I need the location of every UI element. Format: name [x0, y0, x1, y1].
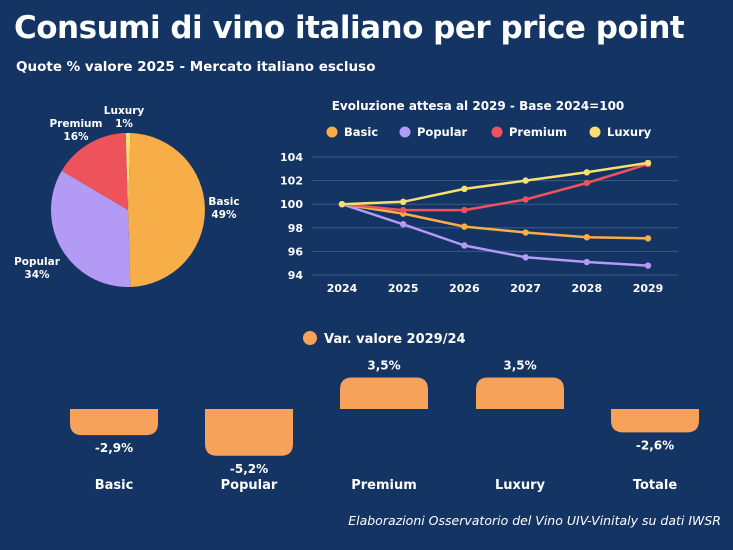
point-luxury-2029	[644, 159, 652, 167]
x-tick-2027: 2027	[510, 282, 541, 295]
legend-dot-luxury	[589, 126, 601, 138]
bar-value-basic: -2,9%	[95, 441, 133, 455]
bar-totale	[611, 409, 699, 433]
point-basic-2027	[522, 229, 529, 236]
pie-value-luxury: 1%	[115, 118, 133, 130]
point-popular-2026	[461, 242, 468, 249]
y-tick-94: 94	[288, 269, 304, 282]
point-basic-2028	[583, 234, 590, 241]
x-tick-2028: 2028	[571, 282, 602, 295]
bar-category-premium: Premium	[351, 478, 417, 493]
bar-premium	[340, 377, 428, 409]
pie-value-popular: 34%	[24, 269, 50, 281]
line-chart: Evoluzione attesa al 2029 - Base 2024=10…	[280, 99, 678, 295]
pie-label-luxury: Luxury	[104, 105, 145, 117]
bar-basic	[70, 409, 158, 436]
y-tick-102: 102	[280, 175, 303, 188]
source-note: Elaborazioni Osservatorio del Vino UIV-V…	[348, 513, 721, 528]
bar-value-luxury: 3,5%	[503, 359, 536, 373]
y-tick-104: 104	[280, 151, 303, 164]
point-basic-2029	[644, 235, 652, 242]
series-line-luxury	[341, 161, 649, 206]
y-tick-100: 100	[280, 198, 303, 211]
subtitle: Quote % valore 2025 - Mercato italiano e…	[16, 59, 376, 75]
point-luxury-2024	[338, 201, 346, 208]
bar-value-totale: -2,6%	[636, 438, 674, 452]
pie-slice-premium	[61, 133, 128, 210]
pie-slice-luxury	[125, 133, 131, 210]
point-luxury-2026	[461, 185, 468, 193]
bar-category-luxury: Luxury	[495, 478, 546, 493]
bar-value-premium: 3,5%	[367, 359, 400, 373]
x-tick-2025: 2025	[388, 282, 419, 295]
main-title: Consumi di vino italiano per price point	[14, 10, 685, 46]
point-premium-2026	[461, 206, 468, 214]
series-line-popular	[341, 203, 649, 267]
point-popular-2025	[400, 221, 407, 228]
point-basic-2026	[461, 223, 468, 230]
legend-dot-basic	[326, 126, 338, 138]
bar-popular	[205, 409, 293, 456]
pie-slice-popular	[50, 170, 131, 287]
point-popular-2029	[644, 262, 652, 269]
bar-legend-dot	[303, 331, 317, 345]
bar-category-totale: Totale	[633, 478, 678, 493]
pie-slice-basic	[128, 133, 205, 287]
pie-value-basic: 49%	[211, 209, 237, 221]
pie-label-basic: Basic	[208, 196, 239, 208]
point-premium-2025	[400, 206, 407, 214]
bar-value-popular: -5,2%	[230, 462, 268, 476]
series-line-basic	[341, 202, 649, 240]
legend-label-basic: Basic	[344, 125, 378, 139]
series-line-premium	[341, 162, 649, 212]
point-luxury-2025	[400, 198, 407, 206]
y-tick-96: 96	[288, 245, 304, 258]
bar-legend-label: Var. valore 2029/24	[324, 332, 466, 347]
legend-label-popular: Popular	[417, 125, 467, 139]
point-luxury-2027	[522, 177, 529, 184]
x-tick-2024: 2024	[327, 282, 358, 295]
pie-value-premium: 16%	[63, 131, 89, 143]
line-chart-title: Evoluzione attesa al 2029 - Base 2024=10…	[332, 99, 625, 113]
bar-chart: Var. valore 2029/24 -2,9% Basic -5,2% Popula…	[70, 331, 699, 493]
legend-dot-popular	[399, 126, 411, 138]
bar-luxury	[476, 377, 564, 409]
point-premium-2028	[583, 179, 590, 187]
legend-dot-premium	[491, 126, 503, 138]
point-popular-2027	[522, 254, 529, 261]
point-popular-2028	[583, 258, 590, 266]
pie-label-popular: Popular	[14, 256, 61, 268]
legend-label-luxury: Luxury	[607, 125, 652, 139]
pie-label-premium: Premium	[50, 118, 103, 130]
x-tick-2026: 2026	[449, 282, 480, 295]
legend-label-premium: Premium	[509, 125, 567, 139]
point-luxury-2028	[583, 169, 590, 176]
y-tick-98: 98	[288, 222, 303, 235]
x-tick-2029: 2029	[633, 282, 664, 295]
point-premium-2027	[522, 196, 529, 203]
bar-category-basic: Basic	[95, 478, 134, 493]
bar-category-popular: Popular	[221, 478, 278, 493]
